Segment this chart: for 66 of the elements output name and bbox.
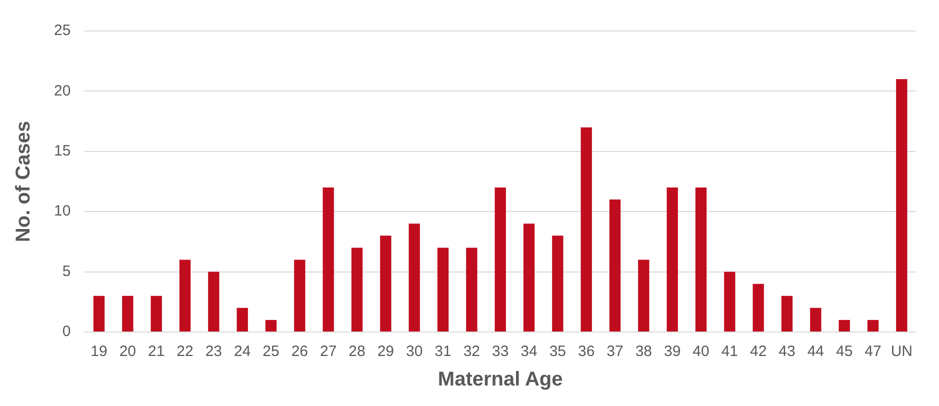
bar xyxy=(580,127,592,332)
bar xyxy=(838,320,850,332)
x-tick-label: 20 xyxy=(119,343,136,360)
y-tick-label: 5 xyxy=(62,262,71,280)
x-tick-label: 25 xyxy=(262,343,280,360)
bar xyxy=(351,248,363,332)
bar xyxy=(265,320,277,332)
bar xyxy=(724,272,736,332)
x-tick-label: 23 xyxy=(205,343,222,360)
x-tick-label: 40 xyxy=(692,343,710,360)
x-tick-label: 47 xyxy=(864,343,882,360)
bar xyxy=(466,248,478,332)
bar xyxy=(236,308,248,332)
x-tick-label: 19 xyxy=(90,343,108,360)
bar xyxy=(609,200,621,332)
x-tick-label: 34 xyxy=(520,343,538,360)
x-tick-label: 45 xyxy=(836,343,853,360)
bar xyxy=(208,272,220,332)
x-tick-label: 27 xyxy=(320,343,337,360)
x-tick-label: 26 xyxy=(291,343,308,360)
x-tick-label: 32 xyxy=(463,343,480,360)
x-tick-label: 44 xyxy=(807,343,824,360)
y-axis-title: No. of Cases xyxy=(12,120,35,242)
x-tick-label: 30 xyxy=(406,343,423,360)
x-tick-label: 35 xyxy=(549,343,566,360)
x-tick-label: 43 xyxy=(778,343,796,360)
bar xyxy=(666,188,678,332)
bar xyxy=(494,188,506,332)
bar xyxy=(408,224,420,332)
bar xyxy=(552,236,564,332)
bar xyxy=(523,224,535,332)
bar xyxy=(810,308,822,332)
bar xyxy=(896,79,908,332)
bar xyxy=(638,260,650,332)
x-tick-label: 33 xyxy=(492,343,509,360)
bar xyxy=(150,296,162,332)
bar xyxy=(322,188,334,332)
x-tick-label: 31 xyxy=(434,343,452,360)
x-tick-label: 42 xyxy=(750,343,767,360)
x-tick-label: 36 xyxy=(578,343,595,360)
y-tick-label: 0 xyxy=(62,323,71,340)
x-tick-label: 21 xyxy=(148,343,165,360)
bar xyxy=(867,320,879,332)
x-tick-label: 37 xyxy=(606,343,624,360)
x-tick-label: 39 xyxy=(664,343,681,360)
bar xyxy=(93,296,105,332)
y-tick-label: 15 xyxy=(54,142,71,160)
bar xyxy=(781,296,793,332)
x-tick-label: 41 xyxy=(721,343,738,360)
x-tick-label: 22 xyxy=(176,343,194,360)
bar xyxy=(294,260,306,332)
y-tick-label: 25 xyxy=(54,22,71,40)
x-tick-label: 29 xyxy=(377,343,394,360)
y-tick-label: 20 xyxy=(54,82,71,100)
x-axis-title: Maternal Age xyxy=(438,368,563,391)
y-tick-label: 10 xyxy=(54,202,71,220)
x-tick-label: 38 xyxy=(635,343,652,360)
bar xyxy=(179,260,191,332)
x-tick-label: 24 xyxy=(234,343,251,360)
bar xyxy=(437,248,449,332)
bar xyxy=(380,236,392,332)
bar xyxy=(695,188,707,332)
x-tick-label: 28 xyxy=(348,343,366,360)
bar xyxy=(122,296,134,332)
bar xyxy=(752,284,764,332)
x-tick-label: UN xyxy=(890,343,913,360)
